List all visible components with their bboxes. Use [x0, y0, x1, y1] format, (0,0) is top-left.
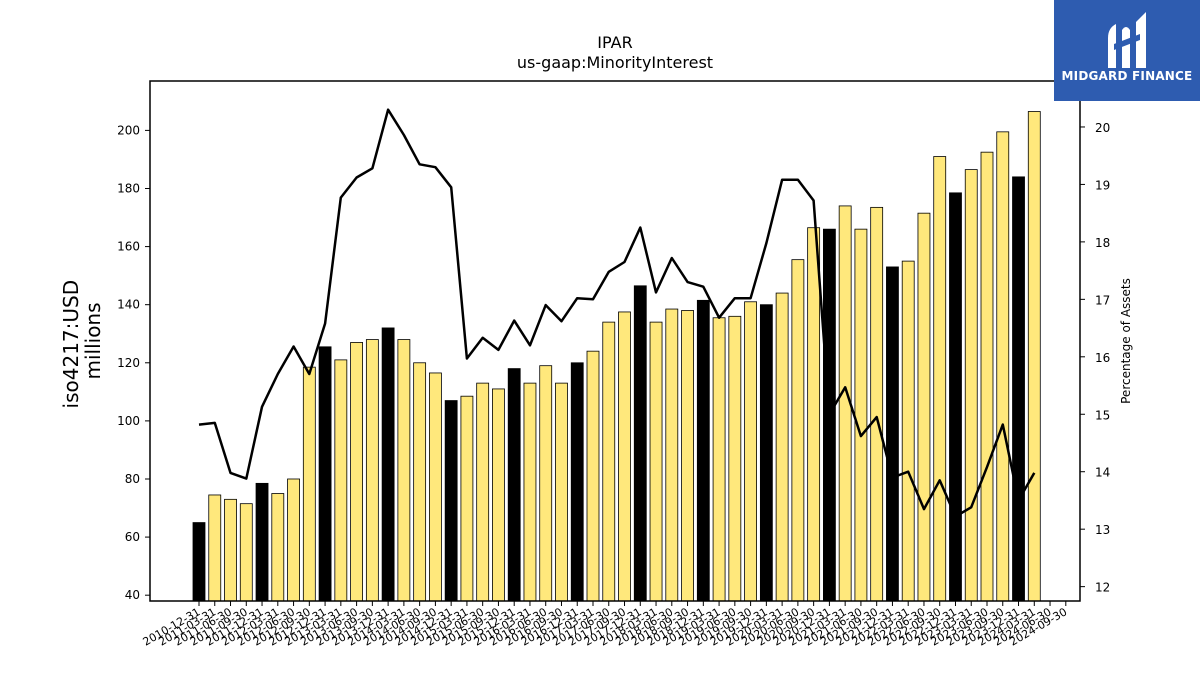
bar	[759, 304, 773, 602]
y-tick-label: 120	[117, 356, 140, 370]
bar	[507, 368, 521, 602]
bar	[996, 131, 1010, 602]
y2-axis-label: Percentage of Assets	[1119, 278, 1133, 404]
bar	[964, 169, 978, 602]
bar	[208, 494, 222, 602]
y-tick-label: 100	[117, 414, 140, 428]
bar	[933, 156, 947, 602]
bar	[444, 400, 458, 602]
y2-tick-label: 16	[1095, 351, 1110, 365]
bar	[854, 228, 868, 602]
bar	[302, 366, 316, 602]
chart-subtitle: us-gaap:MinorityInterest	[517, 53, 713, 72]
y-axis-right: 12 13 14 15 16 17 18 19 20	[1080, 121, 1110, 595]
bar	[665, 308, 679, 602]
y-tick-label: 180	[117, 181, 140, 195]
bar	[460, 395, 474, 602]
y2-tick-label: 18	[1095, 236, 1110, 250]
bar	[744, 301, 757, 602]
bar	[886, 266, 899, 602]
bar	[633, 285, 647, 602]
y-tick-label: 160	[117, 240, 140, 254]
percentage-of-assets-line	[198, 108, 1036, 518]
bar	[318, 346, 332, 602]
bar	[523, 382, 537, 602]
y-tick-label: 200	[117, 123, 140, 137]
line-group	[198, 108, 1036, 518]
y2-tick-label: 15	[1095, 408, 1110, 422]
bar	[901, 260, 915, 602]
bar	[728, 315, 742, 602]
bar	[949, 192, 962, 602]
bar	[1027, 111, 1041, 602]
bar	[224, 498, 237, 602]
y-axis-left: 40 60 80 100 120 140 160 180 200	[117, 123, 150, 602]
y-axis-label: iso4217:USD millions	[59, 274, 105, 409]
bar	[476, 382, 490, 602]
y2-tick-label: 17	[1095, 293, 1110, 307]
bar	[586, 350, 600, 602]
bar	[492, 388, 505, 602]
bar	[192, 522, 206, 602]
chart-title: IPAR	[597, 33, 632, 52]
bar	[334, 359, 348, 602]
midgard-m-logo-icon	[1108, 12, 1146, 68]
y-axis-label-line2: millions	[81, 302, 105, 379]
y-tick-label: 40	[125, 588, 140, 602]
bar	[239, 503, 253, 602]
bar	[287, 478, 300, 602]
bar	[397, 339, 411, 602]
midgard-finance-logo: MIDGARD FINANCE	[1054, 0, 1200, 101]
y2-tick-label: 20	[1095, 121, 1110, 135]
bar	[381, 327, 395, 602]
bar	[917, 212, 931, 602]
bar	[712, 317, 726, 602]
y-tick-label: 140	[117, 298, 140, 312]
bar	[791, 259, 805, 602]
bar	[365, 339, 379, 602]
y2-tick-label: 13	[1095, 523, 1110, 537]
y-tick-label: 80	[125, 472, 140, 486]
bar	[807, 227, 821, 602]
bar	[570, 362, 584, 602]
logo-brand-text: MIDGARD FINANCE	[1061, 69, 1193, 83]
bar	[870, 206, 884, 602]
bar	[649, 321, 663, 602]
bar	[602, 321, 616, 602]
bar	[350, 342, 364, 602]
y2-tick-label: 19	[1095, 178, 1110, 192]
y2-tick-label: 12	[1095, 581, 1110, 595]
bar	[555, 382, 568, 602]
bar	[980, 151, 994, 602]
bar	[1012, 176, 1025, 602]
bar	[413, 362, 427, 602]
bars-group	[192, 111, 1041, 602]
x-axis: 2010-12-312011-03-312011-06-302011-09-30…	[141, 601, 1069, 649]
bar	[775, 292, 789, 602]
bar	[271, 493, 285, 602]
bar	[696, 299, 710, 602]
bar	[255, 482, 269, 602]
bar	[539, 365, 553, 602]
y-tick-label: 60	[125, 530, 140, 544]
plot-frame	[149, 80, 1081, 602]
bar	[681, 310, 694, 602]
y2-tick-label: 14	[1095, 466, 1110, 480]
y-axis-label-line1: iso4217:USD	[59, 280, 83, 409]
bar	[618, 311, 631, 602]
bar	[428, 372, 442, 602]
